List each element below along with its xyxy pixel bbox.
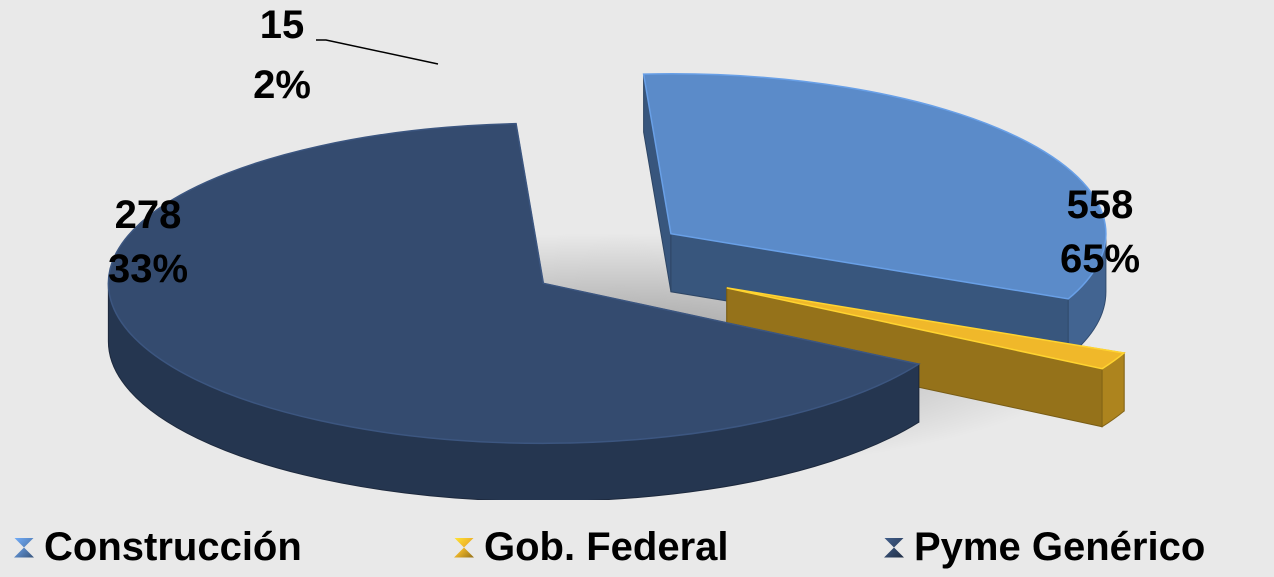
leader-line-gob-federal (316, 39, 439, 65)
pie-slice-construccion (642, 73, 1107, 300)
pie-slice-pyme-generico (107, 122, 921, 445)
legend-swatch-gob-federal-icon (454, 537, 474, 558)
data-label-gob-federal-value: 15 (260, 3, 305, 47)
data-label-construccion-percent: 33% (108, 247, 188, 291)
legend: Construcción Gob. Federal Pyme Genérico (0, 525, 1274, 577)
data-label-construccion-value: 278 (115, 193, 182, 237)
legend-swatch-construccion-icon (14, 537, 34, 558)
legend-item-construccion: Construcción (14, 525, 302, 570)
legend-label-pyme-generico: Pyme Genérico (914, 525, 1206, 569)
legend-swatch-pyme-generico-icon (884, 537, 904, 558)
data-label-gob-federal-percent: 2% (253, 63, 311, 107)
pie-slice-gob-federal (726, 287, 1126, 370)
legend-item-gob-federal: Gob. Federal (454, 525, 729, 570)
legend-item-pyme-generico: Pyme Genérico (884, 525, 1205, 570)
data-label-pyme-generico-value: 558 (1067, 183, 1134, 227)
legend-label-construccion: Construcción (44, 525, 302, 569)
pie-chart: 278 33% 15 2% 558 65% (107, 3, 1140, 500)
legend-label-gob-federal: Gob. Federal (484, 525, 729, 569)
data-label-pyme-generico-percent: 65% (1060, 237, 1140, 281)
